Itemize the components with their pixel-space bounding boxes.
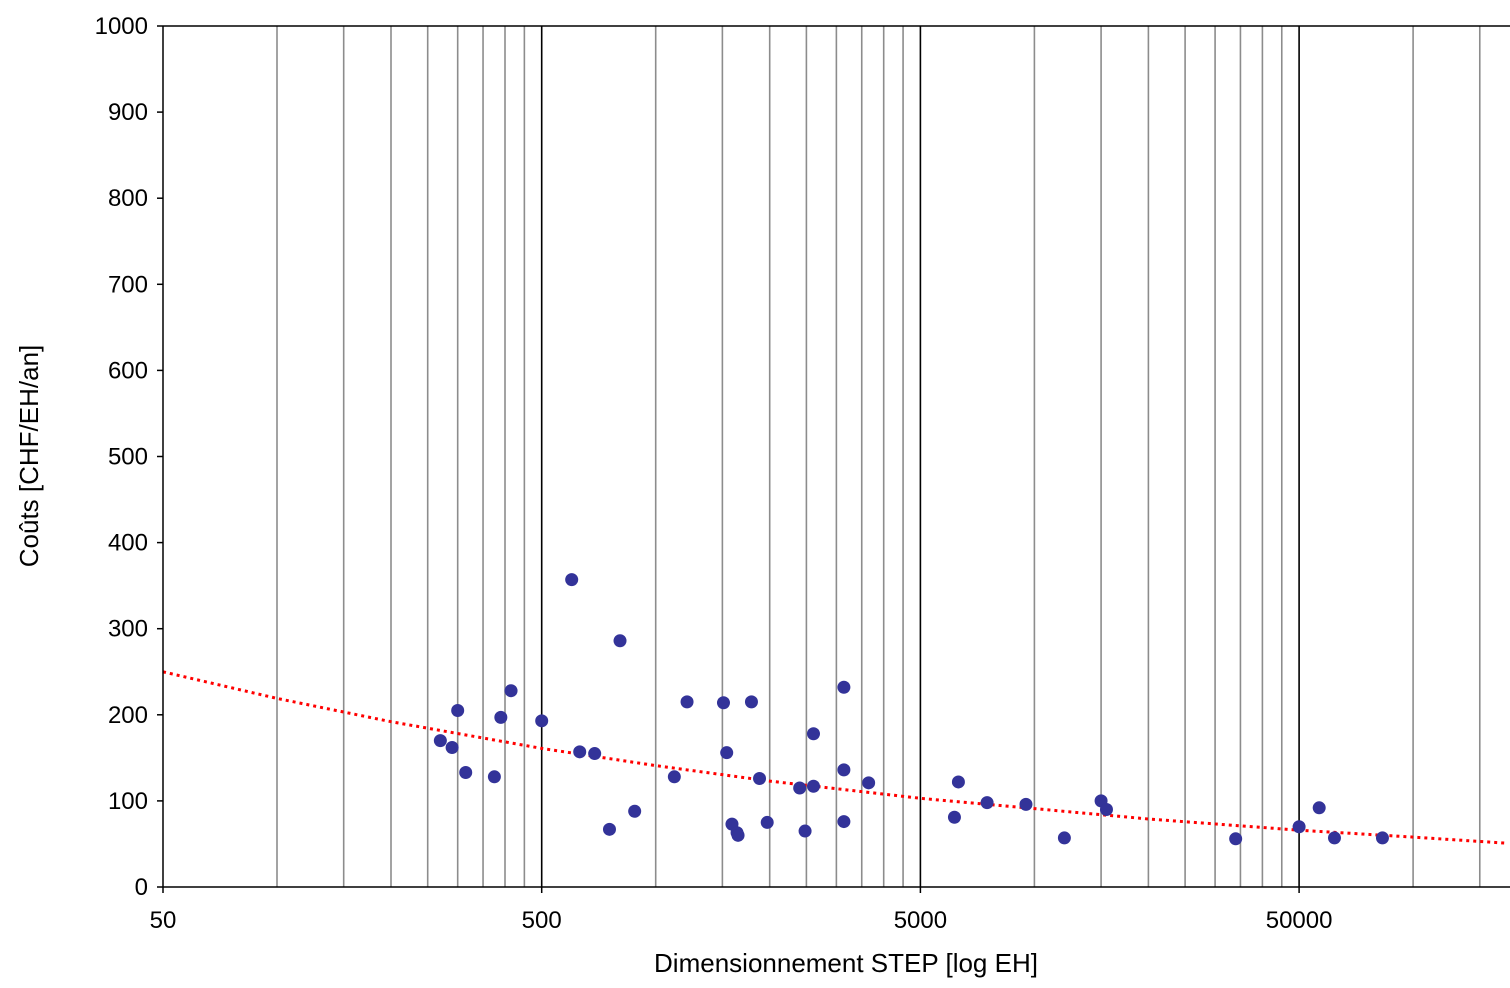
data-point <box>613 634 627 648</box>
y-tick-label: 900 <box>108 99 148 126</box>
data-point <box>1312 801 1326 815</box>
data-point <box>1229 832 1243 846</box>
trendline-layer <box>162 670 1506 845</box>
x-tick-label: 50 <box>150 907 177 934</box>
data-point <box>744 695 758 709</box>
vertical-grid-lines <box>276 26 1481 887</box>
data-point <box>951 775 965 789</box>
data-point <box>565 573 579 587</box>
y-tick-label: 300 <box>108 616 148 643</box>
y-tick-labels: 0 100 200 300 400 500 600 700 800 900 1000 <box>95 13 163 901</box>
y-tick-label: 100 <box>108 788 148 815</box>
data-point <box>504 684 518 698</box>
y-tick-label: 500 <box>108 444 148 471</box>
y-tick-label: 0 <box>135 874 148 901</box>
data-point <box>798 824 812 838</box>
data-point <box>628 804 642 818</box>
y-axis-title: Coûts [CHF/EH/an] <box>14 345 44 568</box>
data-point <box>667 770 681 784</box>
x-tick-label: 5000 <box>894 907 947 934</box>
data-point <box>720 746 734 760</box>
y-tick-label: 700 <box>108 271 148 298</box>
data-point <box>1375 831 1389 845</box>
y-tick-label: 600 <box>108 357 148 384</box>
data-point <box>1057 831 1071 845</box>
data-point <box>753 772 767 786</box>
data-point <box>806 727 820 741</box>
data-point <box>731 828 745 842</box>
data-point <box>862 776 876 790</box>
data-point <box>793 781 807 795</box>
data-point <box>573 745 587 759</box>
x-tick-label: 500 <box>522 907 562 934</box>
data-point <box>1099 803 1113 817</box>
data-point <box>837 680 851 694</box>
data-point <box>1292 820 1306 834</box>
data-point <box>588 747 602 761</box>
data-point <box>433 734 447 748</box>
data-point <box>494 710 508 724</box>
y-tick-label: 200 <box>108 702 148 729</box>
x-axis-title: Dimensionnement STEP [log EH] <box>654 948 1038 978</box>
data-point <box>459 765 473 779</box>
y-tick-label: 800 <box>108 185 148 212</box>
trendline <box>162 670 1506 845</box>
data-point <box>837 763 851 777</box>
y-tick-label: 1000 <box>95 13 148 40</box>
data-point <box>1019 797 1033 811</box>
x-tick-labels: 50 500 5000 50000 <box>150 887 1333 934</box>
x-tick-label: 50000 <box>1266 907 1333 934</box>
data-points-layer <box>433 573 1389 846</box>
data-point <box>716 696 730 710</box>
data-point <box>535 714 549 728</box>
data-point <box>947 810 961 824</box>
data-point <box>487 770 501 784</box>
data-point <box>680 695 694 709</box>
data-point <box>445 741 459 755</box>
data-point <box>1327 831 1341 845</box>
data-point <box>451 703 465 717</box>
y-tick-label: 400 <box>108 530 148 557</box>
data-point <box>760 815 774 829</box>
data-point <box>602 822 616 836</box>
data-point <box>980 796 994 810</box>
data-point <box>806 779 820 793</box>
data-point <box>837 815 851 829</box>
